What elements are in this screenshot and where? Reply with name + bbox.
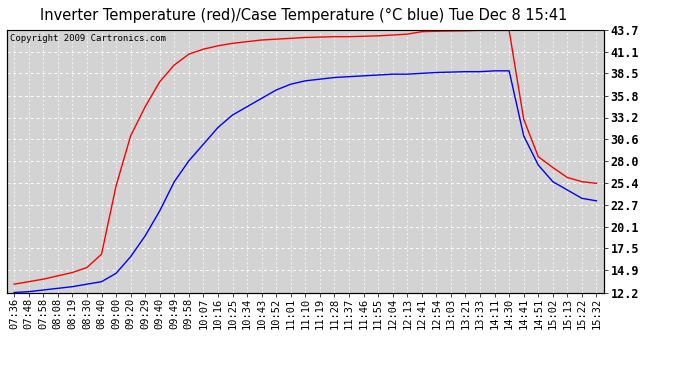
- Text: Copyright 2009 Cartronics.com: Copyright 2009 Cartronics.com: [10, 34, 166, 43]
- Text: Inverter Temperature (red)/Case Temperature (°C blue) Tue Dec 8 15:41: Inverter Temperature (red)/Case Temperat…: [40, 8, 567, 22]
